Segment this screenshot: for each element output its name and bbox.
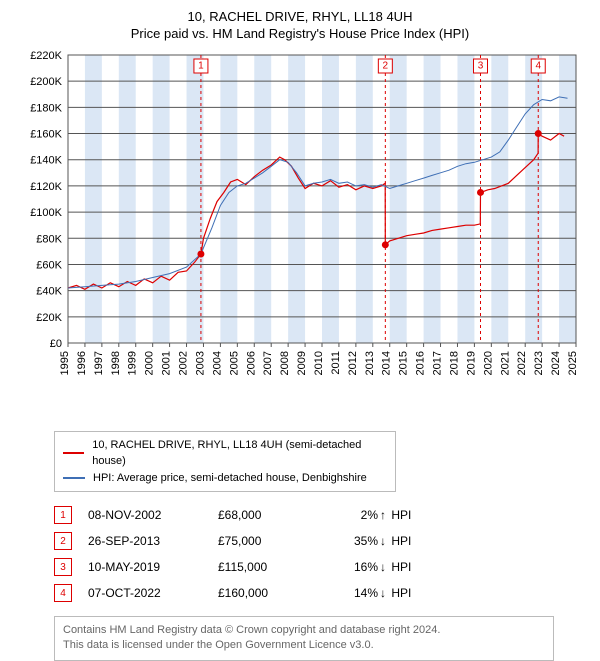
events-table: 1 08-NOV-2002£68,0002%↑ HPI 2 26-SEP-2013£7… [54,502,574,606]
svg-text:2: 2 [383,60,389,71]
event-row: 1 08-NOV-2002£68,0002%↑ HPI [54,502,574,528]
svg-text:£20K: £20K [36,311,62,323]
footer-line1: Contains HM Land Registry data © Crown c… [63,623,545,638]
svg-text:2021: 2021 [499,351,511,375]
svg-text:£80K: £80K [36,233,62,245]
legend: 10, RACHEL DRIVE, RHYL, LL18 4UH (semi-d… [54,431,396,493]
svg-text:2013: 2013 [364,351,376,375]
svg-text:2019: 2019 [465,351,477,375]
event-price: £75,000 [218,534,318,548]
event-direction: ↓ HPI [378,534,428,548]
legend-label: HPI: Average price, semi-detached house,… [93,470,367,487]
svg-text:1996: 1996 [76,351,88,375]
svg-text:£160K: £160K [30,128,62,140]
svg-text:£40K: £40K [36,285,62,297]
legend-swatch [63,452,84,454]
chart-svg: £0 £20K £40K £60K £80K £100K £120K £140K £160K £1… [22,47,582,387]
footer-note: Contains HM Land Registry data © Crown c… [54,616,554,661]
svg-text:2000: 2000 [144,351,156,375]
svg-text:2023: 2023 [533,351,545,375]
svg-text:£100K: £100K [30,207,62,219]
svg-text:£180K: £180K [30,102,62,114]
footer-line2: This data is licensed under the Open Gov… [63,638,545,653]
svg-text:4: 4 [535,60,541,71]
svg-text:£220K: £220K [30,50,62,62]
event-price: £68,000 [218,508,318,522]
svg-text:3: 3 [478,60,484,71]
event-direction: ↑ HPI [378,508,428,522]
svg-text:2002: 2002 [178,351,190,375]
svg-text:1995: 1995 [59,351,71,375]
event-date: 10-MAY-2019 [88,560,218,574]
svg-text:2010: 2010 [313,351,325,375]
event-marker-box: 1 [54,506,72,524]
event-direction: ↓ HPI [378,586,428,600]
legend-swatch [63,477,85,479]
event-row: 2 26-SEP-2013£75,00035%↓ HPI [54,528,574,554]
event-marker-box: 3 [54,558,72,576]
event-date: 08-NOV-2002 [88,508,218,522]
svg-text:2014: 2014 [381,351,393,375]
event-pct: 35% [318,534,378,548]
event-row: 3 10-MAY-2019£115,00016%↓ HPI [54,554,574,580]
svg-text:1: 1 [198,60,204,71]
svg-text:2007: 2007 [262,351,274,375]
event-direction: ↓ HPI [378,560,428,574]
svg-text:1999: 1999 [127,351,139,375]
svg-text:£140K: £140K [30,154,62,166]
event-marker-box: 2 [54,532,72,550]
chart-title-line2: Price paid vs. HM Land Registry's House … [10,26,590,41]
svg-text:2005: 2005 [228,351,240,375]
chart-title-line1: 10, RACHEL DRIVE, RHYL, LL18 4UH [10,8,590,26]
event-pct: 14% [318,586,378,600]
svg-text:2018: 2018 [448,351,460,375]
event-price: £160,000 [218,586,318,600]
svg-text:2004: 2004 [211,351,223,375]
event-date: 07-OCT-2022 [88,586,218,600]
svg-text:2017: 2017 [432,351,444,375]
legend-item: 10, RACHEL DRIVE, RHYL, LL18 4UH (semi-d… [63,437,387,470]
event-row: 4 07-OCT-2022£160,00014%↓ HPI [54,580,574,606]
svg-text:2011: 2011 [330,351,342,375]
svg-text:2006: 2006 [245,351,257,375]
svg-text:2003: 2003 [194,351,206,375]
svg-text:1998: 1998 [110,351,122,375]
legend-label: 10, RACHEL DRIVE, RHYL, LL18 4UH (semi-d… [92,437,387,470]
event-price: £115,000 [218,560,318,574]
svg-text:£60K: £60K [36,259,62,271]
chart: £0 £20K £40K £60K £80K £100K £120K £140K £160K £1… [22,47,582,387]
svg-text:2025: 2025 [567,351,579,375]
event-pct: 2% [318,508,378,522]
legend-item: HPI: Average price, semi-detached house,… [63,470,387,487]
svg-text:1997: 1997 [93,351,105,375]
svg-text:2016: 2016 [415,351,427,375]
svg-text:£200K: £200K [30,76,62,88]
event-date: 26-SEP-2013 [88,534,218,548]
event-pct: 16% [318,560,378,574]
svg-text:2020: 2020 [482,351,494,375]
svg-text:£0: £0 [50,338,62,350]
svg-text:2024: 2024 [550,351,562,375]
svg-text:2022: 2022 [516,351,528,375]
svg-text:2015: 2015 [398,351,410,375]
svg-text:2009: 2009 [296,351,308,375]
svg-text:£120K: £120K [30,180,62,192]
svg-text:2012: 2012 [347,351,359,375]
event-marker-box: 4 [54,584,72,602]
svg-text:2008: 2008 [279,351,291,375]
svg-text:2001: 2001 [161,351,173,375]
